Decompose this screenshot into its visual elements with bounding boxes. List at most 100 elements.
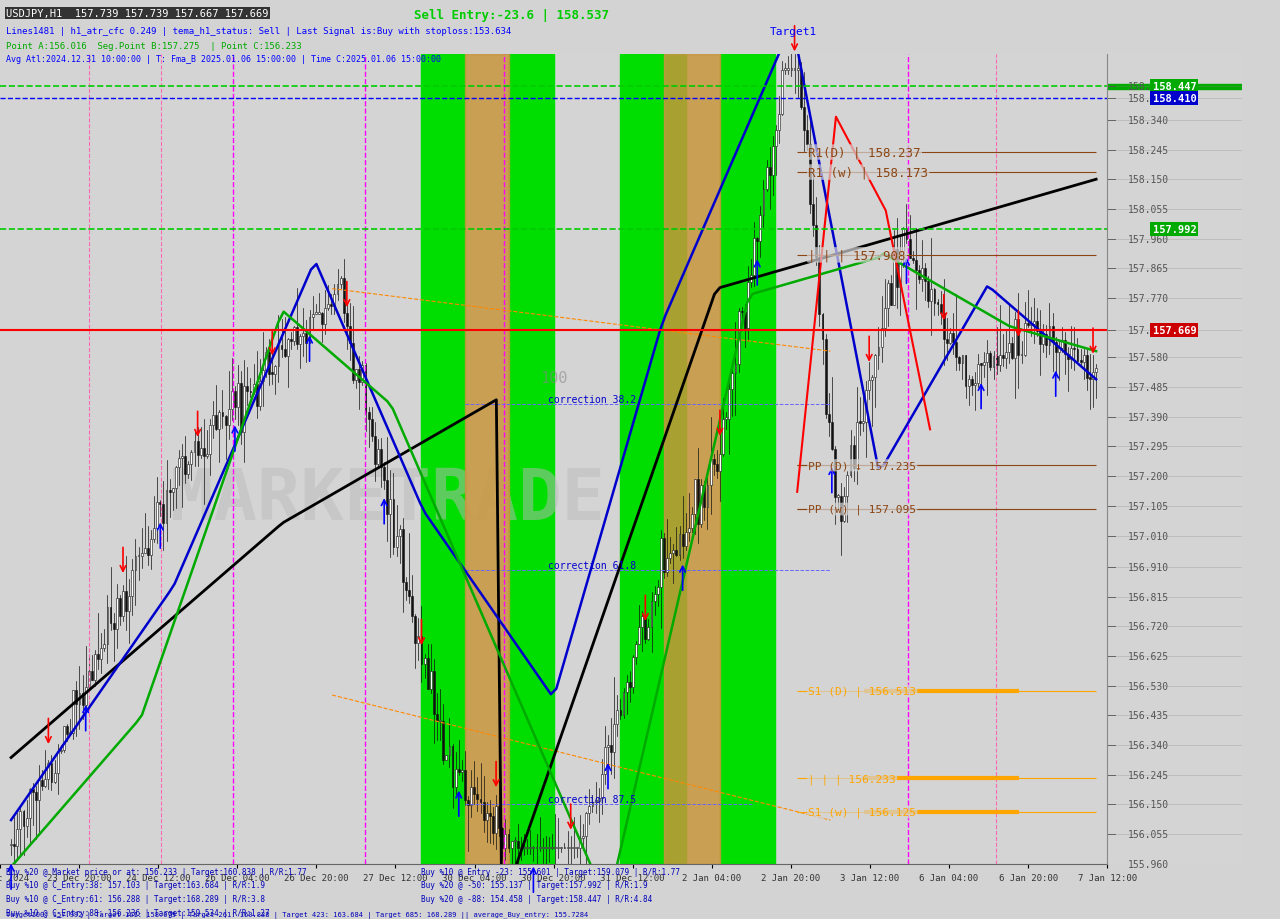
Bar: [663, 539, 664, 573]
Bar: [861, 422, 864, 424]
Bar: [719, 455, 721, 471]
Bar: [184, 456, 186, 475]
Bar: [532, 846, 534, 848]
Bar: [893, 250, 895, 305]
Bar: [881, 328, 882, 348]
Bar: [343, 279, 344, 314]
Bar: [824, 340, 827, 415]
Bar: [552, 846, 553, 848]
Bar: [56, 752, 59, 773]
Text: 157.669: 157.669: [1128, 325, 1169, 335]
Bar: [992, 357, 995, 367]
Text: S1 (D) | 156.513: S1 (D) | 156.513: [808, 686, 916, 697]
Bar: [308, 318, 311, 344]
Text: 157.200: 157.200: [1128, 471, 1169, 482]
Bar: [262, 370, 264, 381]
Bar: [700, 485, 703, 525]
Bar: [1027, 323, 1029, 325]
Bar: [541, 846, 544, 848]
Bar: [128, 596, 131, 612]
Text: Lines1481 | h1_atr_cfc 0.249 | tema_h1_status: Sell | Last Signal is:Buy with st: Lines1481 | h1_atr_cfc 0.249 | tema_h1_s…: [6, 27, 512, 36]
Bar: [470, 787, 472, 805]
Bar: [774, 130, 777, 147]
Bar: [452, 746, 453, 787]
Bar: [91, 672, 93, 680]
Bar: [970, 380, 973, 386]
Bar: [748, 283, 749, 328]
Bar: [387, 480, 388, 515]
Text: correction 61.8: correction 61.8: [548, 561, 636, 571]
Text: Avg Atl:2024.12.31 10:00:00 | T: Fma_B 2025.01.06 15:00:00 | Time C:2025.01.06 1: Avg Atl:2024.12.31 10:00:00 | T: Fma_B 2…: [6, 55, 442, 64]
Bar: [26, 819, 28, 826]
Bar: [1042, 335, 1044, 345]
Bar: [1079, 361, 1082, 363]
Bar: [241, 384, 242, 433]
Bar: [806, 130, 808, 144]
Bar: [905, 229, 908, 240]
Bar: [250, 391, 251, 393]
Bar: [707, 485, 708, 507]
Bar: [1020, 355, 1023, 356]
Bar: [1089, 378, 1091, 380]
Bar: [996, 357, 997, 366]
Bar: [143, 549, 146, 553]
Text: 157.865: 157.865: [1128, 264, 1169, 274]
Bar: [337, 284, 338, 295]
Bar: [219, 413, 220, 429]
Bar: [116, 598, 118, 630]
Bar: [302, 334, 305, 336]
Text: Sell Entry:-23.6 | 158.537: Sell Entry:-23.6 | 158.537: [415, 9, 609, 22]
Bar: [172, 489, 174, 493]
Bar: [252, 384, 255, 393]
Bar: [650, 602, 653, 627]
Bar: [330, 304, 333, 306]
Bar: [909, 240, 910, 258]
Bar: [922, 268, 923, 279]
Bar: [545, 846, 547, 848]
Bar: [465, 55, 509, 864]
Bar: [682, 535, 684, 547]
Bar: [84, 686, 87, 705]
Bar: [654, 595, 655, 602]
Bar: [269, 353, 270, 374]
Bar: [563, 846, 566, 848]
Bar: [1046, 335, 1047, 346]
Bar: [709, 460, 712, 485]
Text: 100: 100: [540, 371, 567, 386]
Bar: [147, 549, 148, 556]
Bar: [110, 607, 111, 623]
Bar: [448, 746, 451, 754]
Bar: [191, 453, 192, 464]
Bar: [38, 780, 40, 800]
Bar: [974, 383, 975, 386]
Bar: [731, 374, 733, 390]
Bar: [691, 515, 692, 528]
Bar: [959, 357, 960, 363]
Bar: [890, 283, 892, 305]
Bar: [271, 373, 273, 374]
Bar: [669, 553, 671, 559]
Bar: [548, 846, 550, 848]
Bar: [1030, 323, 1032, 325]
Bar: [644, 617, 646, 640]
Bar: [878, 348, 879, 356]
Text: 156.340: 156.340: [1128, 740, 1169, 750]
Bar: [933, 289, 936, 304]
Bar: [165, 491, 168, 524]
Bar: [97, 654, 99, 659]
Bar: [915, 260, 916, 271]
Bar: [492, 816, 494, 834]
Bar: [417, 636, 420, 643]
Bar: [632, 657, 634, 686]
Bar: [585, 813, 588, 836]
Bar: [831, 423, 833, 449]
Bar: [598, 799, 599, 800]
Bar: [106, 607, 109, 645]
Bar: [998, 356, 1001, 366]
Bar: [704, 485, 705, 507]
Bar: [430, 672, 431, 689]
Bar: [509, 55, 554, 864]
Bar: [13, 845, 15, 846]
Bar: [800, 71, 801, 108]
Text: | | | 156.233: | | | 156.233: [808, 774, 896, 784]
